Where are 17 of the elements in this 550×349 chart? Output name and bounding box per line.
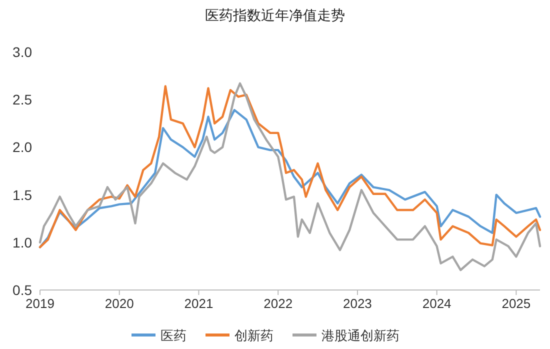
x-tick-label: 2025 (502, 296, 531, 311)
x-tick-label: 2020 (104, 296, 134, 311)
y-tick-label: 3.0 (12, 44, 32, 60)
x-tick-label: 2022 (264, 296, 293, 311)
y-tick-label: 2.0 (12, 139, 32, 156)
x-tick-label: 2021 (184, 296, 214, 311)
legend-label: 医药 (160, 328, 186, 343)
x-tick-label: 2019 (26, 296, 54, 311)
y-tick-label: 1.0 (12, 234, 32, 250)
y-tick-label: 2.5 (12, 92, 32, 108)
x-tick-label: 2024 (422, 296, 452, 311)
y-tick-label: 0.5 (12, 282, 32, 298)
y-tick-label: 1.5 (12, 186, 32, 203)
legend-label: 创新药 (234, 328, 274, 343)
legend-label: 港股通创新药 (322, 328, 400, 343)
x-tick-label: 2023 (343, 296, 372, 311)
title: 医药指数近年净值走势 (205, 7, 345, 23)
